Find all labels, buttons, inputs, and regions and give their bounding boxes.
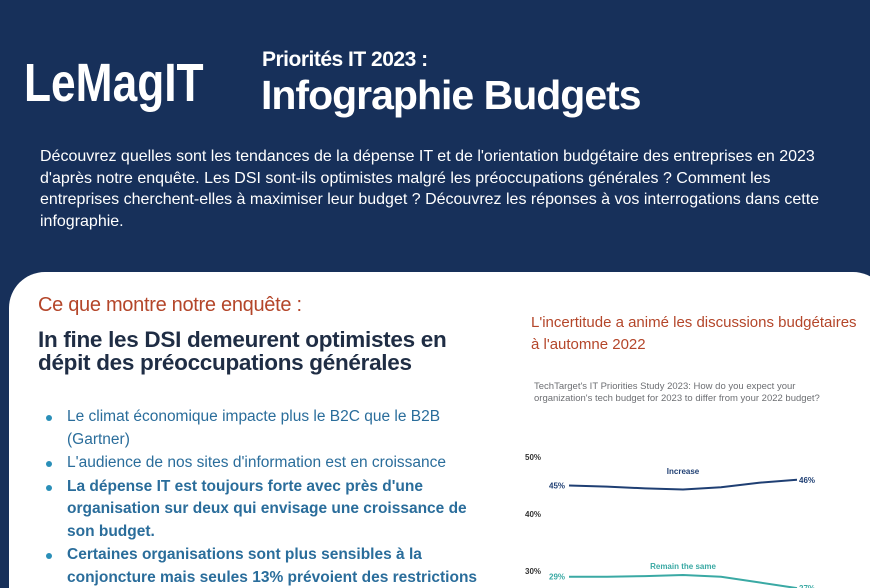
series-name-label: Remain the same (650, 562, 716, 571)
budget-line-chart: 50% 40% 30% 45% 46% Increase 29% 27% Remain the … (525, 453, 815, 588)
intro-paragraph: Découvrez quelles sont les tendances de … (40, 148, 820, 230)
lemagit-logo: LeMagIT (24, 53, 204, 113)
chart-question: TechTarget's IT Priorities Study 2023: H… (534, 381, 820, 404)
series-end-label: 27% (799, 584, 815, 588)
page-supertitle: Priorités IT 2023 : (262, 48, 428, 71)
finding-item: La dépense IT est toujours forte avec pr… (46, 476, 486, 544)
section-title: In fine les DSI demeurent optimistes en … (38, 327, 447, 375)
y-tick-label: 30% (525, 567, 541, 576)
finding-item: Certaines organisations sont plus sensib… (46, 544, 486, 588)
series-end-label: 46% (799, 476, 815, 485)
chart-title: L'incertitude a animé les discussions bu… (531, 314, 857, 353)
bullet-dot-icon (46, 484, 52, 491)
series-line (568, 478, 798, 491)
y-tick-label: 50% (525, 453, 541, 462)
finding-item: L'audience de nos sites d'information es… (46, 452, 486, 475)
series-line (569, 573, 798, 588)
bullet-dot-icon (46, 553, 52, 559)
section-kicker: Ce que montre notre enquête : (38, 294, 302, 316)
findings-list: Le climat économique impacte plus le B2C… (46, 406, 486, 588)
finding-item: Le climat économique impacte plus le B2C… (46, 406, 486, 451)
y-tick-label: 40% (525, 510, 541, 519)
bullet-dot-icon (46, 415, 52, 421)
series-name-label: Increase (667, 467, 700, 476)
series-start-label: 45% (549, 482, 565, 491)
series-start-label: 29% (549, 573, 565, 582)
content-card (9, 272, 870, 588)
page-title: Infographie Budgets (261, 72, 642, 118)
bullet-dot-icon (46, 461, 52, 467)
